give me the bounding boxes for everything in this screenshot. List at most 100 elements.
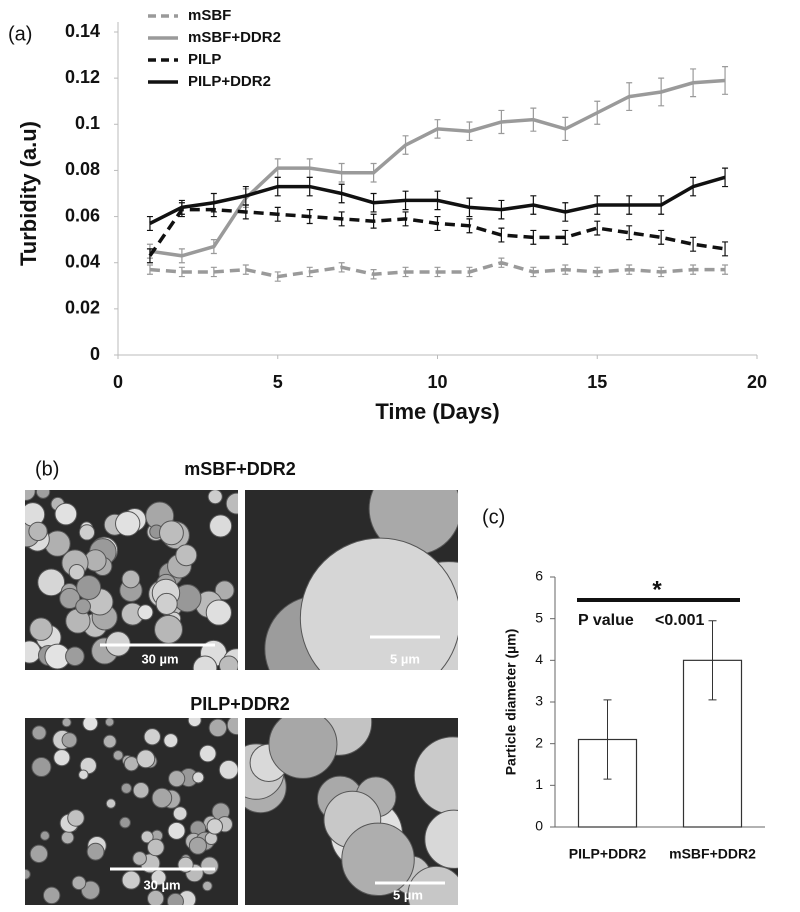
error-bar — [658, 229, 665, 245]
x-axis-label: Time (Days) — [375, 399, 499, 424]
error-bar — [274, 176, 281, 197]
annotation: P value — [578, 612, 634, 629]
error-bar — [338, 183, 345, 204]
y-tick-label: 2 — [535, 734, 543, 750]
y-tick-label: 3 — [535, 693, 543, 709]
particle — [115, 511, 141, 537]
error-bar — [370, 192, 377, 213]
error-bar — [658, 266, 665, 278]
error-bar — [530, 229, 537, 245]
error-bar — [210, 192, 217, 213]
particle — [199, 744, 217, 763]
error-bar — [626, 195, 633, 215]
error-bar — [338, 262, 345, 273]
particle — [146, 838, 165, 857]
error-bar — [274, 206, 281, 222]
particle — [112, 749, 124, 761]
particle — [61, 732, 78, 749]
particle — [86, 842, 105, 861]
error-bar — [722, 264, 729, 275]
particle — [78, 524, 96, 541]
error-bar — [690, 264, 697, 275]
scale-bar-label: 5 µm — [390, 651, 420, 666]
error-bar — [434, 190, 441, 211]
error-bar — [402, 211, 409, 227]
error-bar — [530, 266, 537, 278]
error-bar — [274, 271, 281, 282]
particle — [168, 770, 186, 788]
y-axis-label: Particle diameter (µm) — [503, 629, 519, 776]
particle — [121, 569, 141, 589]
particle — [53, 749, 71, 767]
particle — [68, 564, 85, 581]
y-tick-label: 0 — [535, 818, 543, 834]
particle — [37, 568, 66, 597]
particle — [31, 725, 47, 741]
error-bar — [466, 121, 473, 142]
error-bar — [594, 100, 601, 125]
particle — [82, 718, 99, 732]
error-bar — [210, 266, 217, 278]
error-bar — [402, 135, 409, 155]
error-bar — [242, 185, 249, 206]
error-bar — [210, 239, 217, 255]
particle — [132, 851, 147, 866]
error-bar — [594, 220, 601, 236]
error-bar — [242, 264, 249, 275]
particle — [132, 782, 150, 799]
particles — [25, 718, 238, 905]
particle — [78, 769, 89, 780]
error-bar — [338, 211, 345, 227]
particle — [208, 718, 228, 738]
error-bar — [626, 82, 633, 112]
y-tick-label: 5 — [535, 609, 543, 625]
particle — [29, 844, 49, 864]
error-bar — [466, 197, 473, 218]
x-tick-label: 10 — [427, 372, 447, 392]
x-tick-label: 20 — [747, 372, 767, 392]
error-bar — [708, 620, 717, 701]
y-tick-label: 0 — [90, 344, 100, 364]
particle — [104, 718, 115, 727]
particle — [75, 598, 91, 615]
particle — [80, 880, 101, 900]
error-bar — [434, 119, 441, 139]
y-tick-label: 0.14 — [65, 21, 100, 41]
y-tick-label: 0.02 — [65, 298, 100, 318]
particle — [205, 599, 232, 626]
particle — [39, 830, 50, 841]
error-bar — [594, 266, 601, 278]
x-tick-label: mSBF+DDR2 — [669, 846, 756, 862]
error-bar — [434, 266, 441, 278]
error-bar — [498, 257, 505, 268]
particle — [206, 818, 223, 835]
error-bar — [370, 162, 377, 183]
particle — [42, 886, 61, 905]
particle — [214, 580, 235, 601]
scale-bar-label: 5 µm — [393, 887, 423, 902]
particle — [299, 537, 458, 670]
x-tick-label: 15 — [587, 372, 607, 392]
panel-label: (b) — [35, 458, 59, 480]
particle — [137, 604, 154, 621]
particle — [71, 875, 87, 891]
particle — [60, 830, 75, 845]
error-bar — [178, 248, 185, 264]
error-bar — [658, 195, 665, 215]
y-tick-label: 0.1 — [75, 113, 100, 133]
error-bar — [722, 241, 729, 257]
particle — [119, 816, 131, 829]
legend-label: mSBF+DDR2 — [188, 29, 281, 46]
annotation: * — [652, 576, 662, 603]
legend-label: mSBF — [188, 7, 231, 24]
particle — [121, 870, 141, 890]
error-bar — [690, 68, 697, 98]
particle — [61, 718, 72, 728]
error-bar — [402, 190, 409, 211]
particle — [151, 787, 173, 809]
error-bar — [594, 195, 601, 215]
error-bar — [338, 162, 345, 183]
particle — [187, 718, 202, 728]
particle — [147, 889, 165, 905]
particle — [209, 514, 233, 538]
